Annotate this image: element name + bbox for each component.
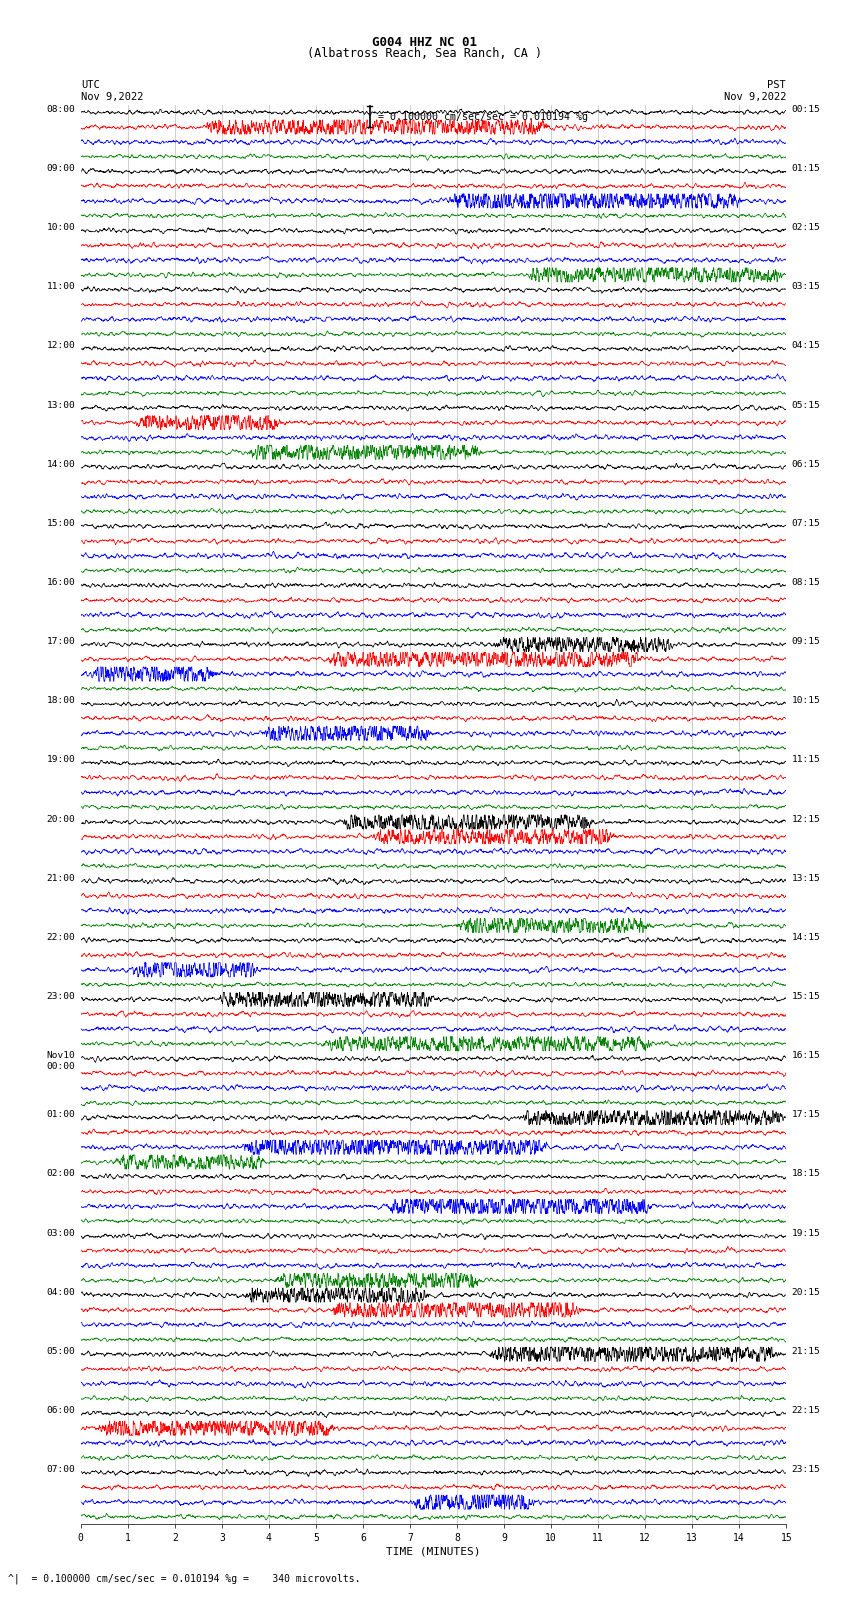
Text: 06:00: 06:00 <box>47 1407 75 1415</box>
Text: 23:15: 23:15 <box>792 1465 820 1474</box>
Text: 11:15: 11:15 <box>792 755 820 765</box>
Text: 03:15: 03:15 <box>792 282 820 292</box>
Text: 09:15: 09:15 <box>792 637 820 647</box>
Text: 13:00: 13:00 <box>47 400 75 410</box>
Text: 22:00: 22:00 <box>47 932 75 942</box>
Text: 13:15: 13:15 <box>792 874 820 882</box>
Text: 10:15: 10:15 <box>792 697 820 705</box>
Text: 05:00: 05:00 <box>47 1347 75 1357</box>
Text: 07:15: 07:15 <box>792 519 820 527</box>
X-axis label: TIME (MINUTES): TIME (MINUTES) <box>386 1547 481 1557</box>
Text: 03:00: 03:00 <box>47 1229 75 1237</box>
Text: 21:15: 21:15 <box>792 1347 820 1357</box>
Text: 16:15: 16:15 <box>792 1052 820 1060</box>
Text: 18:00: 18:00 <box>47 697 75 705</box>
Text: 07:00: 07:00 <box>47 1465 75 1474</box>
Text: 09:00: 09:00 <box>47 165 75 173</box>
Text: 00:15: 00:15 <box>792 105 820 115</box>
Text: 19:15: 19:15 <box>792 1229 820 1237</box>
Text: 20:15: 20:15 <box>792 1287 820 1297</box>
Text: 12:00: 12:00 <box>47 342 75 350</box>
Text: 05:15: 05:15 <box>792 400 820 410</box>
Text: 12:15: 12:15 <box>792 815 820 824</box>
Text: 14:15: 14:15 <box>792 932 820 942</box>
Text: PST
Nov 9,2022: PST Nov 9,2022 <box>723 81 786 102</box>
Text: 04:00: 04:00 <box>47 1287 75 1297</box>
Text: 16:00: 16:00 <box>47 577 75 587</box>
Text: 17:15: 17:15 <box>792 1110 820 1119</box>
Text: 06:15: 06:15 <box>792 460 820 469</box>
Text: UTC
Nov 9,2022: UTC Nov 9,2022 <box>81 81 144 102</box>
Text: = 0.100000 cm/sec/sec = 0.010194 %g: = 0.100000 cm/sec/sec = 0.010194 %g <box>378 111 588 123</box>
Text: 01:15: 01:15 <box>792 165 820 173</box>
Text: 01:00: 01:00 <box>47 1110 75 1119</box>
Text: G004 HHZ NC 01: G004 HHZ NC 01 <box>372 35 478 50</box>
Text: (Albatross Reach, Sea Ranch, CA ): (Albatross Reach, Sea Ranch, CA ) <box>308 47 542 60</box>
Text: 21:00: 21:00 <box>47 874 75 882</box>
Text: Nov10
00:00: Nov10 00:00 <box>47 1052 75 1071</box>
Text: 19:00: 19:00 <box>47 755 75 765</box>
Text: 22:15: 22:15 <box>792 1407 820 1415</box>
Text: 20:00: 20:00 <box>47 815 75 824</box>
Text: 02:00: 02:00 <box>47 1169 75 1179</box>
Text: 04:15: 04:15 <box>792 342 820 350</box>
Text: 15:00: 15:00 <box>47 519 75 527</box>
Text: 17:00: 17:00 <box>47 637 75 647</box>
Text: 23:00: 23:00 <box>47 992 75 1002</box>
Text: 15:15: 15:15 <box>792 992 820 1002</box>
Text: 18:15: 18:15 <box>792 1169 820 1179</box>
Text: ^|  = 0.100000 cm/sec/sec = 0.010194 %g =    340 microvolts.: ^| = 0.100000 cm/sec/sec = 0.010194 %g =… <box>8 1573 361 1584</box>
Text: 08:00: 08:00 <box>47 105 75 115</box>
Text: 10:00: 10:00 <box>47 223 75 232</box>
Text: 11:00: 11:00 <box>47 282 75 292</box>
Text: 08:15: 08:15 <box>792 577 820 587</box>
Text: 02:15: 02:15 <box>792 223 820 232</box>
Text: 14:00: 14:00 <box>47 460 75 469</box>
